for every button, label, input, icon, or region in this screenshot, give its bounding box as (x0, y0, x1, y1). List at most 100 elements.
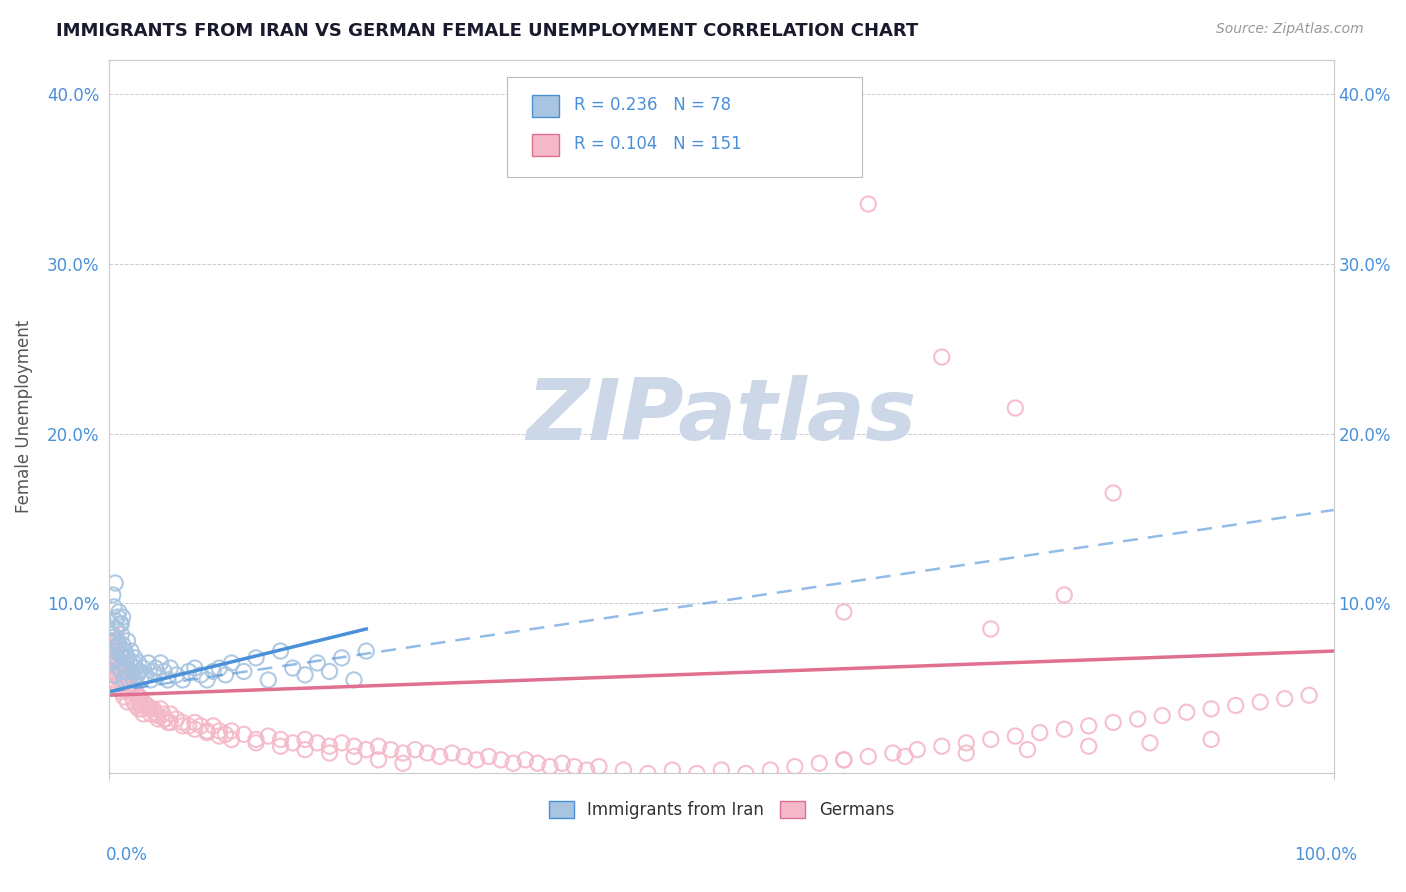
Point (1225, 698, 1247, 713)
Point (931, 350, 953, 364)
Point (112, 668, 135, 682)
Point (146, 668, 169, 682)
Point (281, 736, 304, 750)
Point (103, 668, 125, 682)
FancyBboxPatch shape (508, 78, 862, 178)
Point (110, 616, 132, 631)
Point (136, 656, 159, 670)
Point (515, 753, 537, 767)
Point (111, 610, 134, 624)
Point (1077, 739, 1099, 754)
Point (294, 732, 316, 747)
Point (367, 753, 389, 767)
Point (195, 725, 218, 739)
Bar (531, 95, 558, 117)
Point (100, 633, 122, 648)
Point (404, 742, 426, 756)
Point (172, 719, 194, 733)
Point (132, 695, 155, 709)
Point (107, 610, 129, 624)
Point (104, 665, 127, 679)
Point (153, 712, 176, 726)
Point (783, 759, 806, 773)
Point (214, 668, 236, 682)
Point (132, 706, 155, 721)
Point (115, 665, 138, 679)
Point (135, 698, 157, 713)
Point (108, 673, 131, 687)
Point (111, 678, 134, 692)
Point (114, 644, 136, 658)
Point (121, 665, 143, 679)
Point (128, 702, 150, 716)
Point (128, 665, 150, 679)
Point (112, 651, 135, 665)
Point (177, 665, 200, 679)
Point (416, 746, 439, 760)
Point (440, 746, 463, 760)
Point (103, 673, 125, 687)
Point (117, 651, 139, 665)
Text: R = 0.236   N = 78: R = 0.236 N = 78 (575, 95, 731, 113)
Point (307, 736, 329, 750)
Text: 0.0%: 0.0% (105, 846, 148, 863)
Point (159, 706, 181, 721)
Point (931, 739, 953, 754)
Point (104, 622, 127, 636)
Point (107, 639, 129, 653)
Point (221, 656, 243, 670)
Point (221, 732, 243, 747)
Point (156, 715, 179, 730)
Point (190, 668, 212, 682)
Point (1004, 401, 1026, 415)
Point (318, 746, 340, 760)
Point (122, 673, 145, 687)
Point (108, 665, 131, 679)
Point (110, 661, 132, 675)
Point (100, 656, 122, 670)
Point (245, 736, 267, 750)
Point (232, 727, 254, 741)
Point (392, 746, 415, 760)
Point (107, 668, 129, 682)
Point (354, 644, 377, 658)
Point (101, 627, 124, 641)
Point (734, 766, 756, 780)
Point (526, 756, 548, 771)
Point (195, 723, 218, 738)
Point (108, 648, 131, 662)
Point (105, 651, 128, 665)
Point (149, 656, 172, 670)
Point (894, 749, 917, 764)
Point (108, 661, 131, 675)
Point (112, 644, 135, 658)
Point (905, 742, 928, 756)
Point (136, 698, 159, 713)
Point (98, 651, 121, 665)
Point (318, 739, 340, 754)
Point (465, 753, 488, 767)
Text: Source: ZipAtlas.com: Source: ZipAtlas.com (1216, 22, 1364, 37)
Point (166, 712, 188, 726)
Point (367, 739, 389, 754)
Point (118, 673, 141, 687)
Point (110, 627, 132, 641)
Point (380, 742, 402, 756)
Point (117, 695, 139, 709)
Point (232, 665, 254, 679)
Point (1102, 486, 1125, 500)
Point (1004, 729, 1026, 743)
Point (172, 673, 194, 687)
Point (117, 673, 139, 687)
Point (208, 661, 231, 675)
Bar (531, 134, 558, 156)
Point (127, 668, 149, 682)
Point (453, 749, 475, 764)
Point (107, 633, 129, 648)
Text: 100.0%: 100.0% (1294, 846, 1357, 863)
Point (710, 763, 733, 777)
Point (101, 631, 124, 645)
Point (858, 749, 880, 764)
Point (955, 736, 977, 750)
Point (125, 685, 148, 699)
